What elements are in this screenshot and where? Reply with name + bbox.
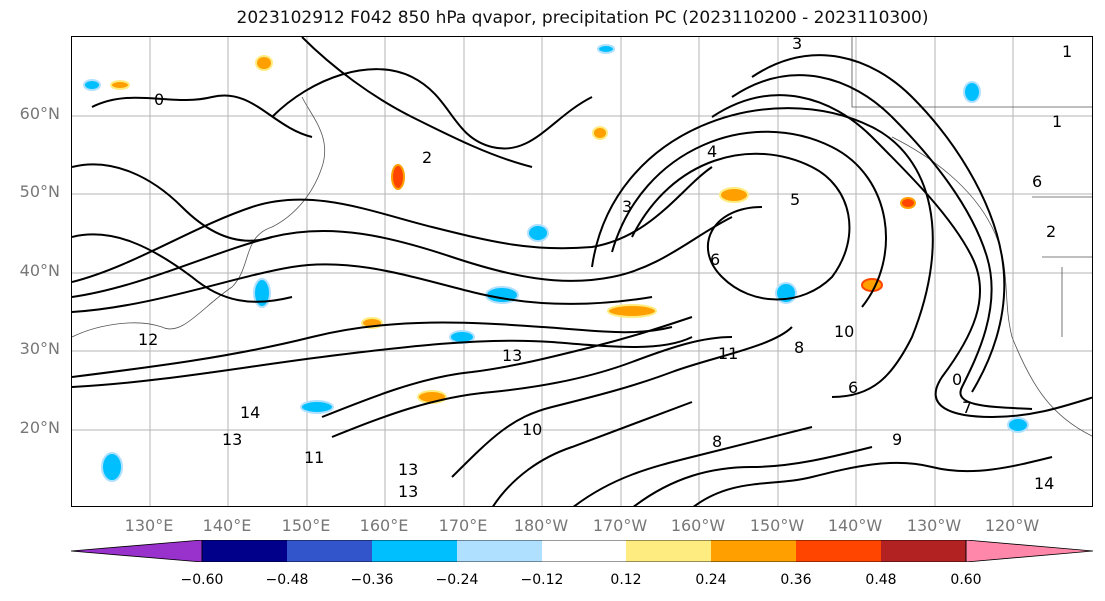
colorbar-tick: −0.60: [180, 572, 224, 588]
contour-label: 4: [707, 142, 717, 161]
colorbar-tick: 0.60: [950, 572, 982, 588]
contour-label: 7: [962, 398, 972, 417]
lat-label-40: 40°N: [19, 261, 60, 280]
lon-label-160w: 160°W: [670, 516, 726, 535]
contour-label: 11: [304, 448, 324, 467]
contour-label: 8: [794, 338, 804, 357]
colorbar-bin: [372, 540, 457, 562]
contour-label: 6: [848, 378, 858, 397]
colorbar-tick: 0.48: [865, 572, 897, 588]
lat-label-20: 20°N: [19, 418, 60, 437]
colorbar-tick: −0.48: [265, 572, 309, 588]
contour-label: 12: [138, 330, 158, 349]
colorbar-bin: [796, 540, 881, 562]
colorbar-bin: [542, 540, 626, 562]
lon-label-150e: 150°E: [281, 516, 331, 535]
contour-label: 3: [622, 197, 632, 216]
colorbar-bin: [202, 540, 287, 562]
map-canvas: 3 3 4 6 8 6 5 7 10 11 13 14 13 13 13 12 …: [72, 37, 1092, 506]
contour-label: 6: [1032, 172, 1042, 191]
colorbar-bin: [287, 540, 372, 562]
lon-label-130w: 130°W: [906, 516, 962, 535]
lon-label-180w: 180°W: [513, 516, 569, 535]
contour-label: 13: [398, 460, 418, 479]
contour-label: 2: [422, 148, 432, 167]
contour-label: 10: [834, 322, 854, 341]
lon-label-170w: 170°W: [592, 516, 648, 535]
precip-shading: [83, 44, 1029, 482]
lat-label-30: 30°N: [19, 339, 60, 358]
colorbar: [70, 539, 1094, 563]
lon-label-140e: 140°E: [202, 516, 252, 535]
lat-label-50: 50°N: [19, 182, 60, 201]
colorbar-tick: −0.24: [435, 572, 479, 588]
contour-label: 13: [398, 482, 418, 501]
contour-label: 1: [1062, 42, 1072, 61]
lon-label-170e: 170°E: [438, 516, 488, 535]
colorbar-bin: [881, 540, 966, 562]
colorbar-extend-min: [70, 539, 203, 563]
colorbar-bin: [711, 540, 796, 562]
contour-label: 10: [522, 420, 542, 439]
lon-label-160e: 160°E: [359, 516, 409, 535]
contour-label: 6: [710, 250, 720, 269]
lon-label-150w: 150°W: [749, 516, 805, 535]
lon-label-140w: 140°W: [827, 516, 883, 535]
lat-label-60: 60°N: [19, 104, 60, 123]
colorbar-tick: 0.24: [695, 572, 727, 588]
colorbar-extend-max: [965, 539, 1094, 563]
contour-label: 2: [1046, 222, 1056, 241]
graticule: [72, 37, 1092, 506]
contour-label: 1: [1052, 112, 1062, 131]
colorbar-tick: 0.36: [780, 572, 812, 588]
contour-label: 0: [952, 370, 962, 389]
colorbar-bin: [626, 540, 711, 562]
qvapor-contours: [72, 37, 1092, 506]
contour-label: 14: [1034, 474, 1054, 493]
contour-label: 9: [892, 430, 902, 449]
colorbar-tick: 0.12: [610, 572, 642, 588]
lon-label-120w: 120°W: [984, 516, 1040, 535]
contour-label: 5: [790, 190, 800, 209]
contour-label: 0: [154, 90, 164, 109]
contour-labels: 3 3 4 6 8 6 5 7 10 11 13 14 13 13 13 12 …: [138, 37, 1072, 501]
colorbar-tick: −0.36: [350, 572, 394, 588]
contour-label: 11: [718, 344, 738, 363]
lon-label-130e: 130°E: [124, 516, 174, 535]
contour-label: 8: [712, 432, 722, 451]
colorbar-bin: [457, 540, 542, 562]
map-panel: 3 3 4 6 8 6 5 7 10 11 13 14 13 13 13 12 …: [71, 36, 1093, 507]
contour-label: 14: [240, 403, 260, 422]
contour-label: 13: [502, 346, 522, 365]
colorbar-tick: −0.12: [520, 572, 564, 588]
contour-label: 13: [222, 430, 242, 449]
colorbar-svg: [70, 539, 1094, 563]
contour-label: 3: [792, 37, 802, 53]
map-title: 2023102912 F042 850 hPa qvapor, precipit…: [236, 8, 929, 28]
